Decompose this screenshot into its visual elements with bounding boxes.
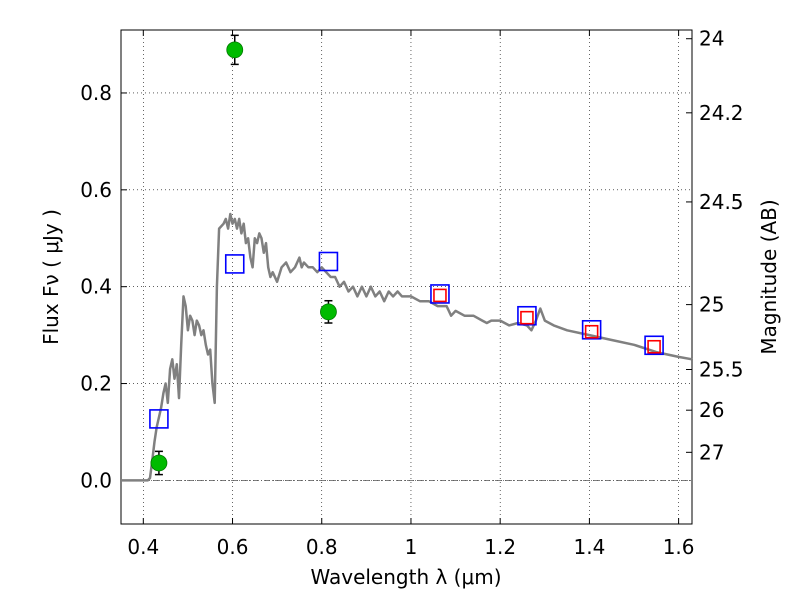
left-axis: 0.0 0.2 0.4 0.6 0.8 — [80, 81, 127, 492]
y-axis-title: Flux Fν ( μJy ) — [39, 209, 63, 345]
x-tick-label: 0.4 — [127, 535, 159, 559]
model-photometry-square — [517, 305, 537, 326]
y-tick-label: 0.4 — [80, 275, 112, 299]
model-spectrum-line — [121, 212, 693, 482]
model-photometry-square — [149, 409, 169, 429]
y-right-tick-label: 24.5 — [699, 190, 744, 214]
observed-photometry-square — [520, 310, 534, 325]
y-right-tick-label: 24.2 — [699, 101, 744, 125]
y-right-tick-label: 26 — [699, 398, 724, 422]
y-tick-label: 0.2 — [80, 372, 112, 396]
x-tick-label: 1.2 — [484, 535, 516, 559]
y-tick-label: 0.8 — [80, 81, 112, 105]
x-tick-label: 1.6 — [663, 535, 695, 559]
measured-flux-point — [150, 454, 168, 472]
y-tick-label: 0.6 — [80, 178, 112, 202]
observed-photometry-square — [584, 324, 599, 339]
y-right-tick-label: 25.5 — [699, 358, 744, 382]
y-right-axis-title: Magnitude (AB) — [757, 199, 781, 354]
y-right-tick-label: 24 — [699, 27, 724, 51]
y-right-tick-label: 25 — [699, 293, 724, 317]
observed-photometry-square — [433, 288, 447, 303]
measured-flux-point — [226, 41, 244, 59]
observed-photometry-square — [647, 339, 661, 354]
model-photometry-square — [318, 251, 339, 272]
grid — [121, 30, 692, 524]
right-axis: 24 24.2 24.5 25 25.5 26 27 — [686, 27, 744, 464]
series-layer — [121, 34, 693, 482]
y-right-tick-label: 27 — [699, 440, 724, 464]
bottom-axis: 0.4 0.6 0.8 1 1.2 1.4 1.6 — [127, 30, 695, 559]
x-tick-label: 0.8 — [306, 535, 338, 559]
x-tick-label: 0.6 — [217, 535, 249, 559]
model-photometry-square — [430, 284, 450, 304]
model-photometry-square — [581, 319, 602, 340]
x-tick-label: 1.4 — [573, 535, 605, 559]
model-photometry-square — [644, 335, 664, 356]
model-photometry-square — [224, 254, 245, 274]
x-axis-title: Wavelength λ (μm) — [310, 565, 501, 589]
measured-flux-point — [320, 303, 337, 321]
x-tick-label: 1 — [405, 535, 418, 559]
y-tick-label: 0.0 — [80, 468, 112, 492]
plot-frame — [120, 29, 693, 525]
